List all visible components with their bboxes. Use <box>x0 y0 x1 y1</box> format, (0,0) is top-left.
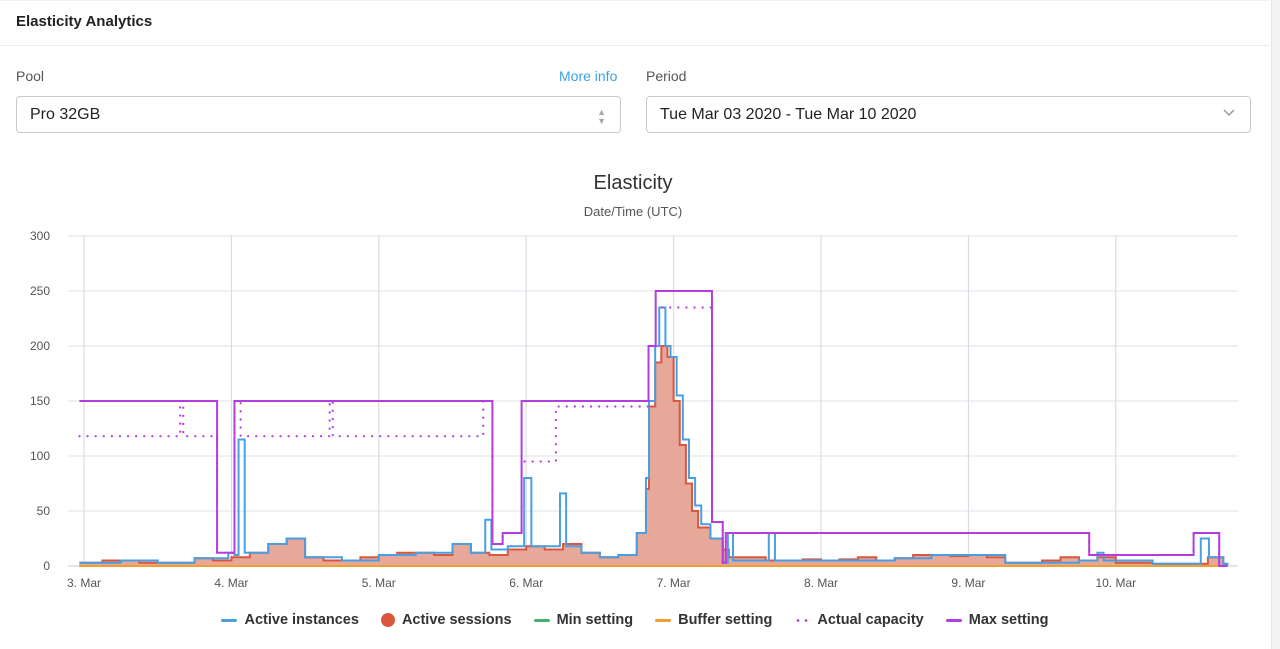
chart-subtitle: Date/Time (UTC) <box>584 204 682 219</box>
y-tick-label: 200 <box>30 339 50 353</box>
scrollbar[interactable] <box>1271 0 1280 649</box>
x-tick-label: 4. Mar <box>214 576 248 590</box>
legend-label: Buffer setting <box>678 612 773 628</box>
page-title: Elasticity Analytics <box>16 13 153 30</box>
period-label: Period <box>646 68 687 84</box>
x-tick-label: 6. Mar <box>509 576 543 590</box>
legend-max-setting[interactable]: Max setting <box>945 612 1049 628</box>
y-tick-label: 100 <box>30 449 50 463</box>
y-tick-label: 150 <box>30 394 50 408</box>
y-tick-label: 50 <box>37 504 51 518</box>
period-select[interactable]: Tue Mar 03 2020 - Tue Mar 10 2020 <box>646 96 1251 133</box>
x-tick-label: 8. Mar <box>804 576 838 590</box>
x-tick-label: 9. Mar <box>951 576 985 590</box>
legend-active-instances[interactable]: Active instances <box>221 612 359 628</box>
y-tick-label: 300 <box>30 229 50 243</box>
legend-label: Active sessions <box>401 612 512 628</box>
pool-select[interactable]: Pro 32GB ▲ ▼ <box>16 96 621 133</box>
legend-label: Active instances <box>244 612 359 628</box>
pool-label: Pool <box>16 68 45 84</box>
legend-swatch <box>655 618 672 622</box>
y-tick-label: 250 <box>30 284 50 298</box>
period-select-value: Tue Mar 03 2020 - Tue Mar 10 2020 <box>660 106 917 123</box>
legend-swatch <box>533 618 550 622</box>
max-setting-line <box>79 290 1228 567</box>
sort-arrows-icon: ▲ ▼ <box>597 107 606 126</box>
legend-actual-capacity[interactable]: Actual capacity <box>794 612 924 628</box>
page-header: Elasticity Analytics <box>0 0 1270 46</box>
x-tick-label: 7. Mar <box>657 576 691 590</box>
legend-swatch <box>221 618 238 622</box>
legend-buffer-setting[interactable]: Buffer setting <box>655 612 772 628</box>
y-tick-label: 0 <box>43 559 50 573</box>
legend-active-sessions[interactable]: Active sessions <box>380 612 512 628</box>
x-tick-label: 10. Mar <box>1095 576 1136 590</box>
chart-title: Elasticity <box>594 172 673 194</box>
chevron-down-icon <box>1222 105 1236 122</box>
legend-min-setting[interactable]: Min setting <box>533 612 634 628</box>
legend-label: Max setting <box>968 612 1049 628</box>
x-tick-label: 5. Mar <box>362 576 396 590</box>
legend-swatch <box>945 618 962 622</box>
legend-label: Min setting <box>556 612 634 628</box>
active-sessions-area <box>79 346 1228 566</box>
active-instances-line <box>79 306 1229 566</box>
pool-select-value: Pro 32GB <box>30 106 101 123</box>
chart-legend: Active instances Active sessions Min set… <box>0 612 1270 628</box>
legend-label: Actual capacity <box>817 612 924 628</box>
x-tick-label: 3. Mar <box>67 576 101 590</box>
more-info-link[interactable]: More info <box>559 68 618 84</box>
legend-swatch <box>380 613 395 627</box>
legend-swatch <box>794 618 811 622</box>
